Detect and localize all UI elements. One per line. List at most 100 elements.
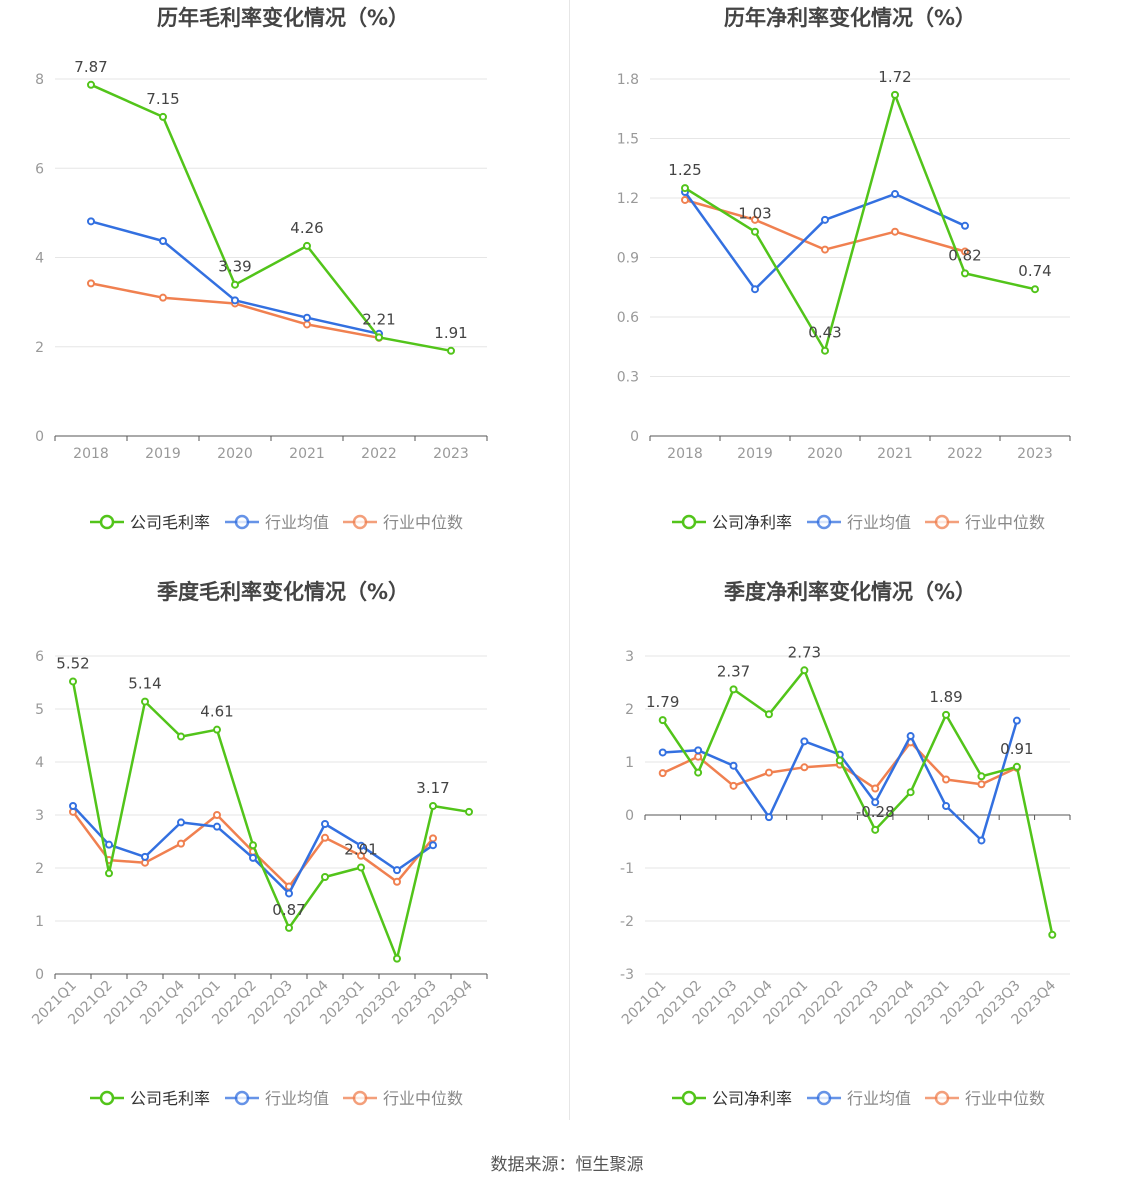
data-label: 4.61 xyxy=(200,703,233,721)
chart-title: 历年毛利率变化情况（%） xyxy=(157,6,409,30)
legend-marker-median xyxy=(934,1090,950,1106)
y-tick-label: 1 xyxy=(35,914,44,930)
data-point-company xyxy=(800,666,809,675)
annual-gross-margin-chart: 历年毛利率变化情况（%） 0 2 4 6 8 2018 2019 2020 2021 2022 202… xyxy=(0,0,567,574)
data-point-avg xyxy=(105,840,113,849)
data-point-company xyxy=(177,732,185,741)
annual-net-margin-chart: 历年净利率变化情况（%） 0 0.3 0.6 0.9 1.2 1.5 1.8 2018 2019 2… xyxy=(567,0,1134,574)
series-line-avg xyxy=(90,220,380,336)
data-point-company xyxy=(465,807,473,816)
data-point-avg xyxy=(303,313,311,322)
y-tick-label: 2 xyxy=(35,340,44,356)
data-label: 1.89 xyxy=(929,688,962,706)
data-label: 0.91 xyxy=(1000,740,1033,758)
legend-marker-avg xyxy=(816,514,832,530)
data-point-median xyxy=(977,780,986,789)
data-point-company xyxy=(961,269,969,278)
x-tick-label: 2022 xyxy=(947,446,983,462)
series-line-company xyxy=(71,681,470,960)
quarterly-net-margin-chart: 季度净利率变化情况（%） -3 -2 -1 0 1 2 3 2021Q1 2021Q2 2021Q3… xyxy=(567,574,1134,1148)
data-label: 1.79 xyxy=(646,693,679,711)
data-point-avg xyxy=(961,221,969,230)
data-point-company xyxy=(1012,762,1021,771)
data-label: 0.87 xyxy=(272,901,305,919)
legend-label-company: 公司净利率 xyxy=(712,513,792,532)
data-point-median xyxy=(871,784,880,793)
data-point-company xyxy=(375,333,383,342)
data-point-company xyxy=(821,346,829,355)
data-point-avg xyxy=(249,853,257,862)
data-point-avg xyxy=(285,889,293,898)
x-tick-label: 2023 xyxy=(1017,446,1053,462)
x-tick-label: 2018 xyxy=(667,446,703,462)
y-tick-label: 3 xyxy=(35,808,44,824)
y-tick-label: -3 xyxy=(620,967,634,983)
legend-marker-median xyxy=(934,514,950,530)
data-point-median xyxy=(429,834,437,843)
legend-label-median: 行业中位数 xyxy=(383,513,463,532)
data-point-company xyxy=(159,112,167,121)
chart-title: 历年净利率变化情况（%） xyxy=(724,6,976,30)
y-tick-label: 0.3 xyxy=(617,370,639,386)
data-point-company xyxy=(213,725,221,734)
data-point-avg xyxy=(658,748,667,757)
x-tick-label: 2020 xyxy=(217,446,253,462)
data-point-company xyxy=(764,710,773,719)
data-point-company xyxy=(69,677,77,686)
y-tick-label: 3 xyxy=(625,649,634,665)
data-point-company xyxy=(891,90,899,99)
panel-divider xyxy=(569,0,570,1120)
y-tick-label: 0.9 xyxy=(617,251,639,267)
y-tick-label: 1.2 xyxy=(617,191,639,207)
series-line-median xyxy=(90,282,380,340)
annual-gross-margin-svg: 历年毛利率变化情况（%） 0 2 4 6 8 2018 2019 2020 2021 2022 202… xyxy=(35,6,488,532)
data-point-company xyxy=(1048,930,1057,939)
data-point-median xyxy=(942,775,951,784)
data-point-median xyxy=(357,851,365,860)
data-point-company xyxy=(1031,285,1039,294)
quarterly-gross-margin-chart: 季度毛利率变化情况（%） 0 1 2 3 4 5 6 2021Q1 2021Q2 2021Q3 202… xyxy=(0,574,567,1148)
data-point-avg xyxy=(751,285,759,294)
data-point-company xyxy=(141,697,149,706)
y-tick-label: 4 xyxy=(35,755,44,771)
data-point-avg xyxy=(87,217,95,226)
series-line-avg xyxy=(662,720,1019,842)
data-label: 1.91 xyxy=(434,324,467,342)
data-label: 5.52 xyxy=(56,654,89,672)
data-label: 3.39 xyxy=(218,258,251,276)
data-point-median xyxy=(321,833,329,842)
data-point-median xyxy=(764,768,773,777)
data-label: 4.26 xyxy=(290,219,323,237)
data-label: 1.03 xyxy=(738,205,771,223)
data-label: 2.01 xyxy=(344,840,377,858)
y-tick-label: 1.5 xyxy=(617,132,639,148)
legend-marker-avg xyxy=(234,1090,250,1106)
data-point-company xyxy=(977,772,986,781)
data-point-median xyxy=(87,279,95,288)
data-point-company xyxy=(751,227,759,236)
data-label: 1.25 xyxy=(668,161,701,179)
data-point-median xyxy=(177,839,185,848)
data-label: 3.17 xyxy=(416,779,449,797)
data-label: 2.73 xyxy=(788,643,821,661)
legend-label-median: 行业中位数 xyxy=(965,513,1045,532)
legend-marker-company xyxy=(681,514,697,530)
y-tick-label: 0 xyxy=(630,429,639,445)
data-point-avg xyxy=(393,866,401,875)
y-tick-label: 0.6 xyxy=(617,310,639,326)
data-point-avg xyxy=(906,732,915,741)
y-tick-label: 0 xyxy=(35,429,44,445)
data-point-avg xyxy=(429,841,437,850)
legend-marker-median xyxy=(352,514,368,530)
legend-marker-company xyxy=(681,1090,697,1106)
data-point-company xyxy=(694,768,703,777)
data-point-median xyxy=(694,752,703,761)
legend-marker-company xyxy=(99,514,115,530)
data-label: 2.21 xyxy=(362,310,395,328)
series-line-company xyxy=(684,93,1036,352)
data-point-median xyxy=(891,227,899,236)
data-point-avg xyxy=(213,822,221,831)
data-point-company xyxy=(681,184,689,193)
data-label: 1.72 xyxy=(878,68,911,86)
data-point-company xyxy=(906,788,915,797)
